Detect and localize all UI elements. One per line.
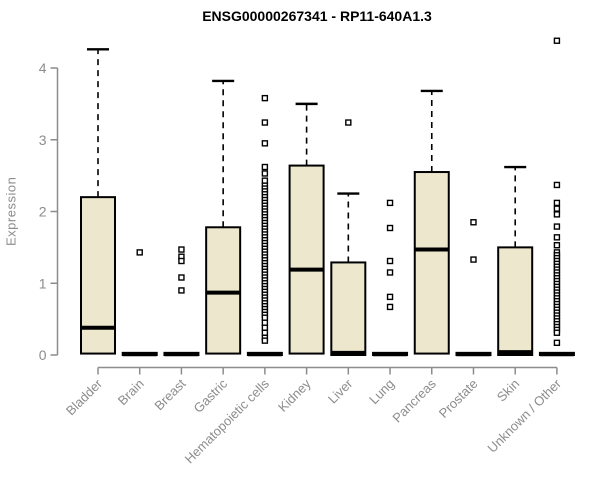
outlier-point [386,269,394,276]
outlier-point [470,256,477,263]
outlier-point [178,246,185,253]
x-category-label: Brain [115,376,147,408]
box [497,246,534,356]
box [288,164,325,355]
outlier-point [553,223,561,230]
outlier-point [345,119,352,126]
outlier-point [553,205,561,212]
x-category-label: Liver [325,376,356,407]
outlier-point [178,287,185,294]
outlier-point [553,329,561,336]
outlier-point [553,181,561,189]
box [330,261,367,357]
outlier-point [261,324,269,331]
outlier-point [178,274,185,281]
outlier-point [386,257,394,265]
x-category-label: Lung [366,376,397,407]
outlier-point [261,119,269,126]
outlier-point [261,94,269,102]
x-category-label: Bladder [63,376,106,419]
outlier-point [553,339,561,347]
chart-title: ENSG00000267341 - RP11-640A1.3 [202,8,432,24]
x-category-label: Prostate [436,376,481,421]
x-category-label: Unknown / Other [484,376,564,456]
outlier-point [553,242,561,249]
y-tick-label: 0 [39,347,47,363]
outlier-point [136,249,143,256]
outlier-point [261,337,269,344]
outlier-point [386,224,394,232]
outlier-point [553,37,561,44]
outlier-point [553,211,561,218]
box [413,171,450,355]
outlier-point [261,319,269,326]
x-category-label: Kidney [275,376,314,415]
x-category-label: Skin [494,376,522,404]
outlier-point [261,177,269,184]
outlier-point [553,199,561,207]
y-tick-label: 3 [39,132,47,148]
x-category-label: Pancreas [389,376,439,426]
x-category-label: Breast [151,376,188,413]
outlier-point [386,293,394,301]
y-tick-label: 1 [39,275,47,291]
outlier-point [386,199,394,207]
outlier-point [553,234,561,241]
outlier-point [470,219,477,226]
outlier-point [261,329,269,336]
y-tick-label: 2 [39,204,47,220]
box [80,196,116,355]
outlier-point [261,163,269,171]
y-tick-label: 4 [39,60,47,76]
outlier-point [261,170,269,177]
x-category-label: Gastric [191,376,231,416]
outlier-point [178,257,185,265]
box [205,226,242,355]
outlier-point [261,314,269,321]
outlier-point [386,303,394,311]
outlier-point [261,140,269,147]
